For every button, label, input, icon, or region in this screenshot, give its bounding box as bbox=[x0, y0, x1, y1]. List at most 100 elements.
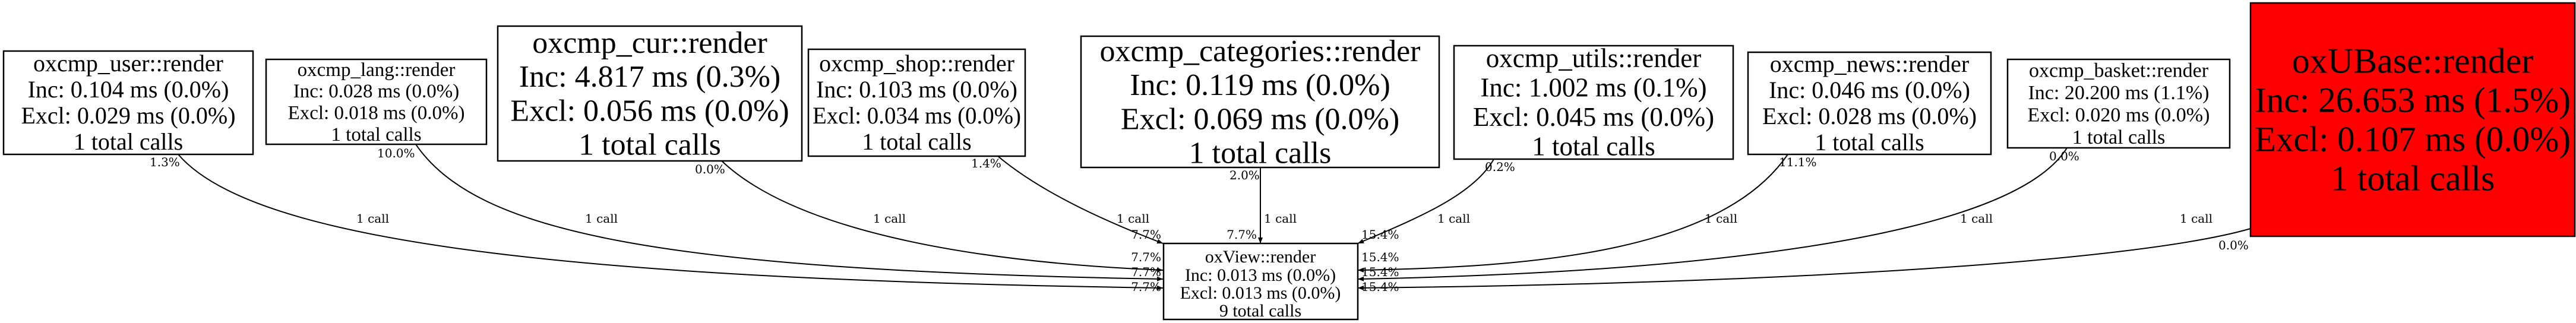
edge-tail-percent: 1.3% bbox=[150, 155, 180, 169]
node-title: oxcmp_categories::render bbox=[1100, 34, 1421, 68]
edge-shop-to-oxview: 1 call 1.4% 7.7% bbox=[971, 156, 1164, 244]
edge-tail-percent: 0.2% bbox=[1485, 160, 1515, 174]
edge-call-label: 1 call bbox=[873, 211, 906, 226]
node-excl: Excl: 0.013 ms (0.0%) bbox=[1180, 283, 1341, 303]
edge-head-percent: 7.7% bbox=[1131, 280, 1161, 294]
edge-user-to-oxview: 1 call 1.3% 7.7% bbox=[150, 154, 1164, 294]
edge-tail-percent: 0.0% bbox=[2218, 238, 2249, 252]
edge-call-label: 1 call bbox=[2180, 211, 2212, 226]
node-excl: Excl: 0.069 ms (0.0%) bbox=[1121, 102, 1399, 136]
node-inc: Inc: 0.103 ms (0.0%) bbox=[816, 76, 1017, 103]
edge-head-percent: 7.7% bbox=[1227, 227, 1257, 242]
node-calls: 1 total calls bbox=[2331, 159, 2495, 198]
edge-arrow bbox=[178, 154, 1164, 290]
edge-arrow bbox=[415, 144, 1164, 281]
edge-lang-to-oxview: 1 call 10.0% 7.7% bbox=[377, 144, 1164, 281]
edge-tail-percent: 11.1% bbox=[1779, 155, 1817, 169]
node-excl: Excl: 0.020 ms (0.0%) bbox=[2028, 104, 2210, 126]
node-box bbox=[497, 25, 803, 162]
node-box bbox=[265, 58, 488, 145]
edge-head-percent: 15.4% bbox=[1361, 250, 1399, 264]
node-calls: 1 total calls bbox=[2072, 126, 2166, 148]
node-title: oxcmp_lang::render bbox=[298, 59, 456, 81]
edge-head-percent: 7.7% bbox=[1131, 227, 1161, 242]
edge-call-label: 1 call bbox=[356, 211, 389, 226]
edge-tail-percent: 0.0% bbox=[695, 162, 725, 176]
edge-basket-to-oxview: 1 call 0.0% 15.4% bbox=[1357, 147, 2079, 281]
node-box bbox=[2249, 2, 2576, 238]
node-excl: Excl: 0.028 ms (0.0%) bbox=[1762, 103, 1977, 129]
edge-head-percent: 15.4% bbox=[1361, 227, 1399, 242]
node-calls: 9 total calls bbox=[1219, 301, 1301, 321]
node-excl: Excl: 0.029 ms (0.0%) bbox=[21, 102, 235, 129]
edge-call-label: 1 call bbox=[1960, 211, 1993, 226]
node-calls: 1 total calls bbox=[1532, 132, 1655, 162]
node-calls: 1 total calls bbox=[331, 124, 421, 145]
node-calls: 1 total calls bbox=[579, 128, 721, 162]
node-box bbox=[807, 48, 1026, 157]
node-inc: Inc: 0.013 ms (0.0%) bbox=[1185, 265, 1336, 285]
node-inc: Inc: 0.046 ms (0.0%) bbox=[1769, 77, 1970, 103]
node-inc: Inc: 0.104 ms (0.0%) bbox=[28, 76, 229, 103]
node-box bbox=[2, 50, 254, 156]
node-calls: 1 total calls bbox=[1189, 136, 1332, 170]
edge-head-percent: 15.4% bbox=[1361, 265, 1399, 279]
node-title: oxcmp_utils::render bbox=[1486, 43, 1701, 73]
node-title: oxcmp_user::render bbox=[33, 50, 223, 77]
node-title: oxcmp_cur::render bbox=[532, 26, 767, 60]
node-title: oxUBase::render bbox=[2292, 41, 2534, 80]
node-box bbox=[1453, 45, 1734, 160]
node-title: oxcmp_shop::render bbox=[819, 50, 1014, 77]
node-excl: Excl: 0.045 ms (0.0%) bbox=[1473, 102, 1714, 132]
edge-head-percent: 15.4% bbox=[1361, 280, 1399, 294]
node-inc: Inc: 0.028 ms (0.0%) bbox=[293, 81, 460, 102]
edge-arrow bbox=[1357, 147, 2068, 281]
edge-call-label: 1 call bbox=[1117, 211, 1149, 226]
edge-call-label: 1 call bbox=[1437, 211, 1470, 226]
edge-tail-percent: 0.0% bbox=[2049, 149, 2079, 163]
edge-head-percent: 7.7% bbox=[1131, 265, 1161, 279]
edge-oxubase-to-oxview: 1 call 0.0% 15.4% bbox=[1357, 211, 2251, 294]
node-excl: Excl: 0.034 ms (0.0%) bbox=[813, 102, 1021, 129]
node-excl: Excl: 0.056 ms (0.0%) bbox=[510, 94, 789, 128]
node-box bbox=[1747, 51, 1992, 156]
edge-arrow bbox=[721, 160, 1164, 273]
edge-tail-percent: 2.0% bbox=[1229, 168, 1260, 182]
node-title: oxView::render bbox=[1205, 247, 1316, 267]
edge-call-label: 1 call bbox=[1264, 211, 1297, 226]
edge-arrow bbox=[1357, 159, 1494, 244]
edge-categories-to-oxview: 1 call 2.0% 7.7% bbox=[1227, 167, 1297, 243]
edge-arrow bbox=[1357, 154, 1788, 273]
edge-utils-to-oxview: 1 call 0.2% 15.4% bbox=[1357, 159, 1515, 244]
node-oxview-render[interactable]: oxView::render Inc: 0.013 ms (0.0%) Excl… bbox=[1162, 242, 1359, 321]
node-inc: Inc: 26.653 ms (1.5%) bbox=[2255, 80, 2571, 119]
edge-arrow bbox=[1357, 228, 2251, 290]
edge-arrow bbox=[997, 156, 1164, 244]
node-box bbox=[1080, 35, 1440, 169]
node-title: oxcmp_news::render bbox=[1770, 50, 1969, 77]
node-calls: 1 total calls bbox=[1815, 129, 1924, 156]
node-title: oxcmp_basket::render bbox=[2029, 60, 2209, 82]
edge-cur-to-oxview: 1 call 0.0% 7.7% bbox=[695, 160, 1164, 273]
edge-head-percent: 7.7% bbox=[1131, 250, 1161, 264]
node-inc: Inc: 0.119 ms (0.0%) bbox=[1130, 68, 1390, 102]
node-calls: 1 total calls bbox=[862, 128, 971, 155]
node-excl: Excl: 0.107 ms (0.0%) bbox=[2255, 119, 2571, 159]
edge-news-to-oxview: 1 call 11.1% 15.4% bbox=[1357, 154, 1817, 273]
node-inc: Inc: 20.200 ms (1.1%) bbox=[2028, 82, 2209, 104]
edge-tail-percent: 10.0% bbox=[377, 146, 415, 160]
edge-tail-percent: 1.4% bbox=[971, 156, 1001, 170]
node-inc: Inc: 4.817 ms (0.3%) bbox=[519, 60, 780, 94]
